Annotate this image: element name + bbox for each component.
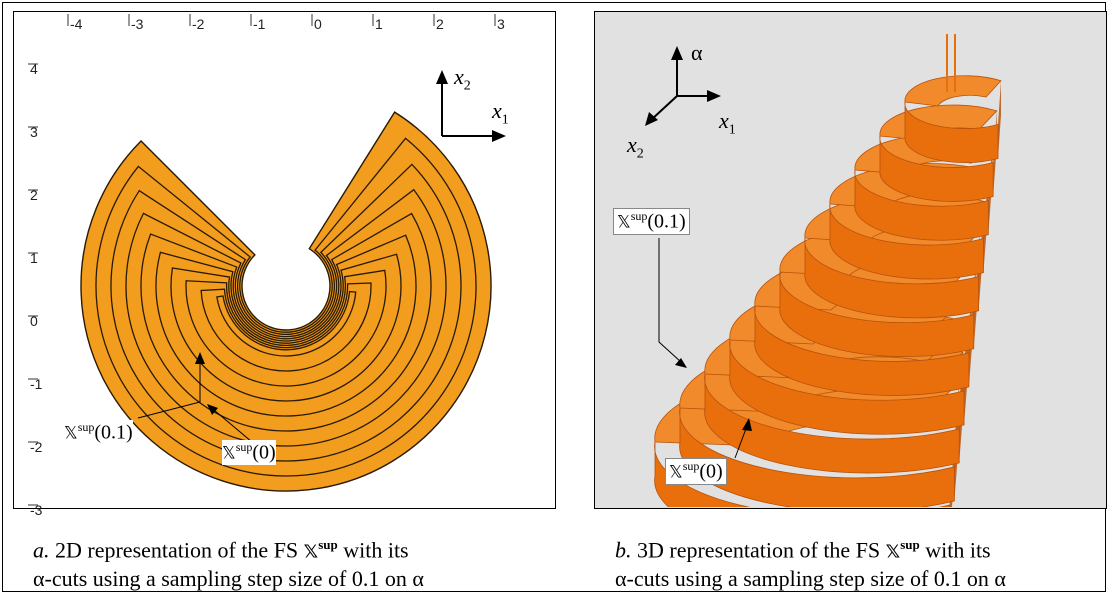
alpha-cut-layer-side bbox=[879, 135, 994, 202]
plot-3d bbox=[645, 34, 1002, 507]
arrow-x2-head-3d bbox=[645, 112, 658, 126]
y-tick-label: 2 bbox=[30, 187, 38, 203]
x-tick-label: 1 bbox=[375, 16, 383, 32]
alpha-cut-layer-wall bbox=[998, 80, 1001, 159]
y-tick-label: -2 bbox=[30, 439, 43, 455]
caption-3d: b. 3D representation of the FS 𝕏sup with… bbox=[615, 537, 1006, 592]
arrow-x1-head bbox=[492, 130, 506, 142]
x-tick-label: -3 bbox=[131, 16, 144, 32]
arrow-alpha-head bbox=[671, 46, 683, 60]
label-xsup-0-3d: 𝕏sup(0) bbox=[665, 458, 727, 485]
label-xsup-0: 𝕏sup(0) bbox=[222, 440, 276, 465]
x-tick-label: 3 bbox=[497, 16, 505, 32]
pointer-outer-3d-head bbox=[742, 418, 752, 431]
pointer-inner-3d-head bbox=[675, 358, 687, 368]
alpha-cut-outline bbox=[170, 253, 402, 402]
axis-x2-label-3d: x2 bbox=[627, 132, 644, 162]
alpha-cut-layer-top bbox=[904, 75, 1002, 107]
y-tick-label: 3 bbox=[30, 124, 38, 140]
axis-alpha-label: α bbox=[691, 40, 703, 65]
alpha-cut-outline bbox=[95, 137, 477, 477]
x-tick-label: 0 bbox=[314, 16, 322, 32]
pointer-inner-3d bbox=[658, 238, 682, 363]
alpha-cut-0 bbox=[80, 111, 492, 492]
axis-x2-label: x2 bbox=[454, 64, 471, 94]
pointer-outer-head bbox=[207, 404, 218, 415]
alpha-cut-layer-side bbox=[754, 305, 970, 396]
alpha-cut-layer-side bbox=[654, 441, 950, 507]
pointer-inner bbox=[137, 362, 201, 419]
y-tick-label: 0 bbox=[30, 313, 38, 329]
alpha-cut-layer-side bbox=[804, 237, 979, 319]
x-tick-label: -4 bbox=[70, 16, 83, 32]
arrow-x2-shaft-3d bbox=[650, 95, 678, 121]
arrow-x2-head bbox=[436, 70, 448, 84]
label-xsup-0-1-3d: 𝕏sup(0.1) bbox=[613, 208, 690, 235]
pointer-outer bbox=[213, 409, 253, 443]
caption-2d: a. 2D representation of the FS 𝕏sup with… bbox=[33, 537, 424, 592]
pointer-outer-3d bbox=[734, 425, 748, 459]
alpha-cut-outline bbox=[185, 269, 387, 387]
x-tick-label: 2 bbox=[436, 16, 444, 32]
label-xsup-0-1: 𝕏sup(0.1) bbox=[64, 420, 133, 445]
y-tick-label: -1 bbox=[30, 376, 43, 392]
x-tick-label: -1 bbox=[253, 16, 266, 32]
alpha-cut-outline bbox=[110, 163, 462, 462]
axis-x1-label-3d: x1 bbox=[719, 108, 736, 138]
axis-x1-label: x1 bbox=[492, 98, 509, 128]
alpha-cut-outline bbox=[155, 234, 417, 417]
y-tick-label: 4 bbox=[30, 61, 38, 77]
arrow-x1-head-3d bbox=[707, 90, 721, 102]
alpha-cut-outline bbox=[200, 282, 372, 372]
y-tick-label: -3 bbox=[30, 502, 43, 518]
alpha-cut-outline bbox=[140, 212, 432, 432]
panel-2d: -4 -3 -2 -1 0 1 2 3 4 3 2 1 0 -1 -2 -3 x2 x1 𝕏sup(0.1)… bbox=[13, 11, 556, 518]
pointer-inner-head bbox=[195, 352, 205, 364]
y-tick-label: 1 bbox=[30, 250, 38, 266]
x-tick-label: -2 bbox=[192, 16, 205, 32]
alpha-cut-outline bbox=[125, 188, 447, 447]
panel-3d: α x1 x2 𝕏sup(0.1) 𝕏sup(0) bbox=[594, 11, 1107, 509]
alpha-cut-outline bbox=[216, 290, 357, 357]
plot-2d bbox=[28, 14, 506, 506]
